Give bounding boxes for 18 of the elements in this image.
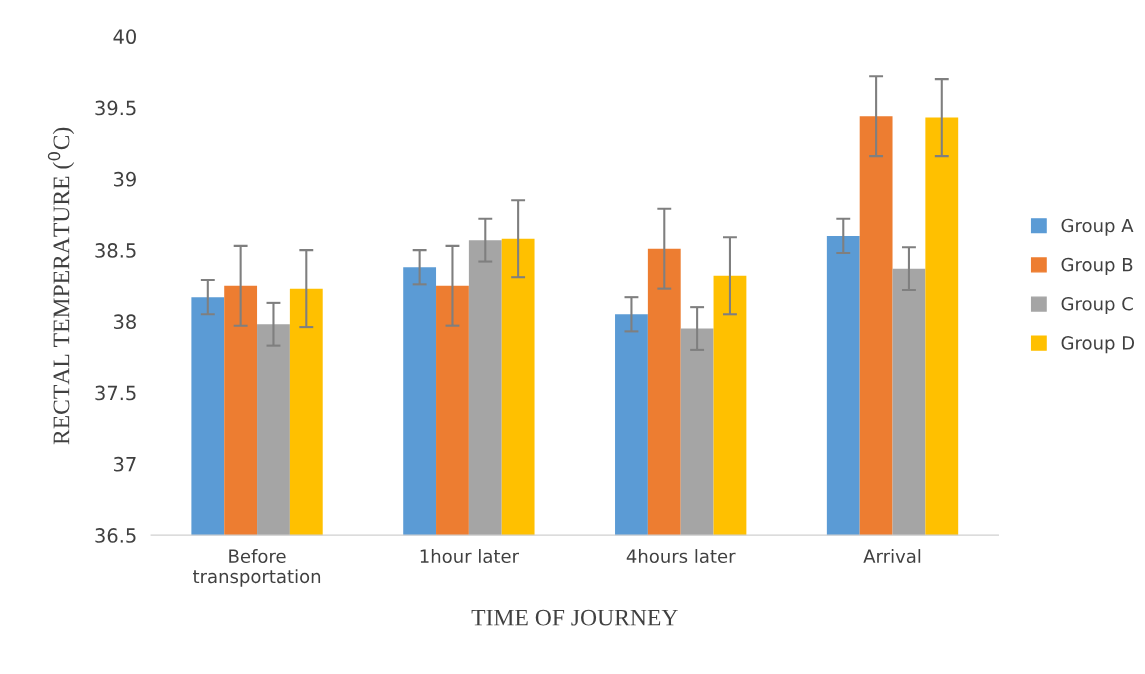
legend-label: Group C bbox=[1061, 296, 1133, 315]
y-axis-title: RECTAL TEMPERATURE ($^{0}$C) bbox=[47, 127, 75, 445]
y-tick-label: 38 bbox=[113, 314, 136, 330]
x-tick-label: 4hours later bbox=[626, 549, 736, 564]
legend-label: Group B bbox=[1061, 257, 1133, 275]
y-tick-label: 39 bbox=[113, 171, 136, 187]
y-tick-label: 40 bbox=[113, 29, 136, 45]
y-tick-label: 36.5 bbox=[95, 528, 136, 543]
legend-label: Group D bbox=[1061, 336, 1135, 354]
x-tick-label: Before transportation bbox=[193, 549, 321, 587]
y-tick-label: 37.5 bbox=[95, 385, 136, 401]
y-tick-label: 38.5 bbox=[95, 243, 136, 258]
x-axis-title: TIME OF JOURNEY bbox=[471, 609, 678, 626]
x-tick-label: 1hour later bbox=[420, 549, 520, 564]
legend-label: Group A bbox=[1061, 218, 1134, 236]
y-tick-label: 39.5 bbox=[95, 100, 136, 116]
x-tick-label: Arrival bbox=[863, 549, 921, 564]
y-tick-label: 37 bbox=[113, 456, 136, 472]
